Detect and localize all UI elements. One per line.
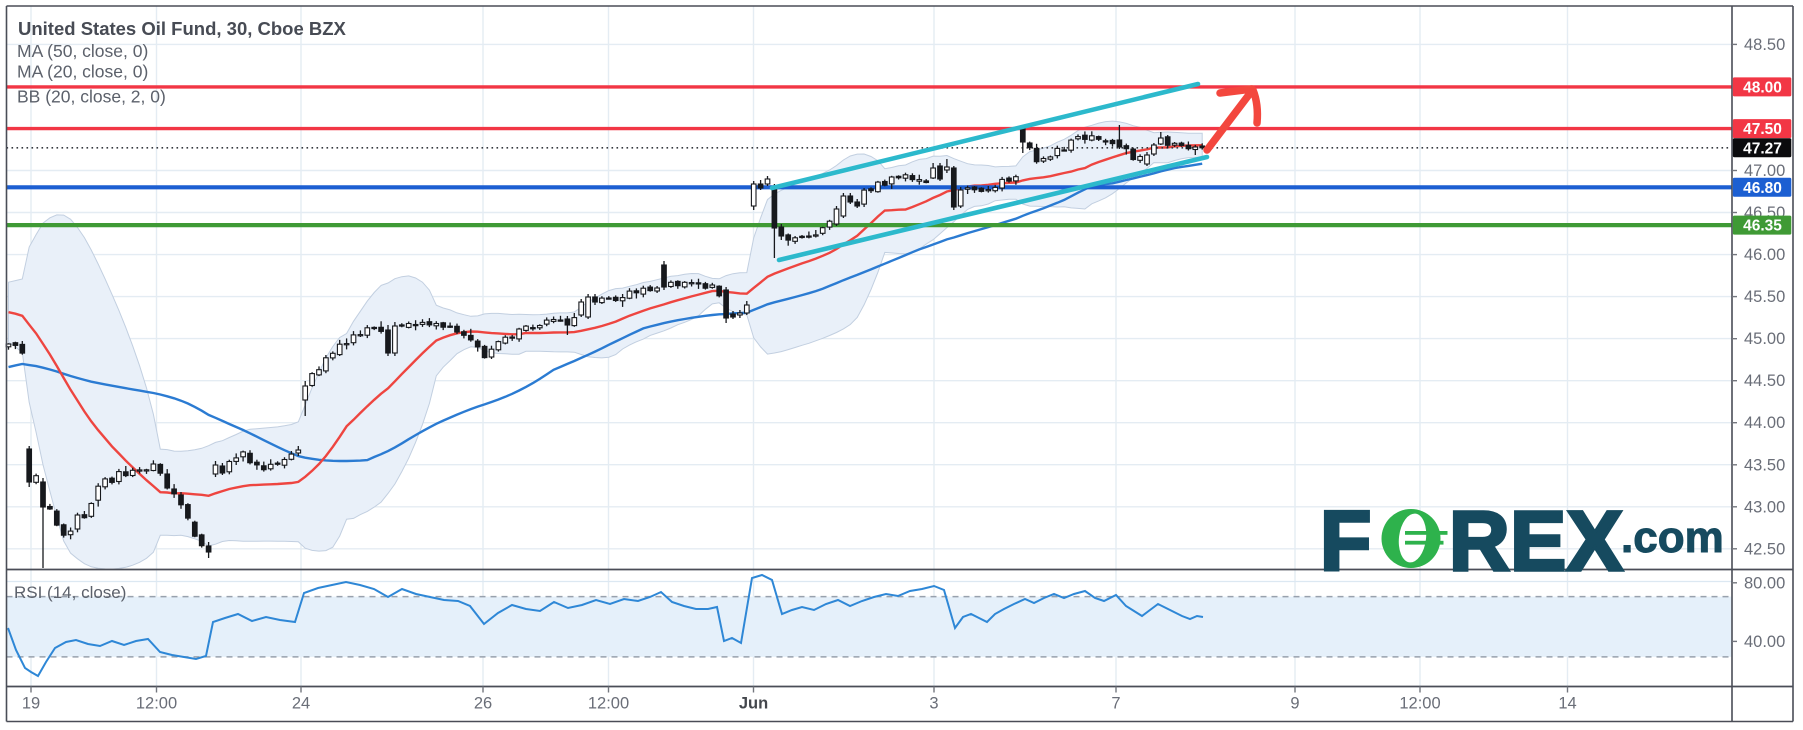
svg-text:45.50: 45.50 [1744, 288, 1785, 306]
svg-text:43.50: 43.50 [1744, 456, 1785, 474]
svg-text:48.50: 48.50 [1744, 36, 1785, 54]
svg-text:46.35: 46.35 [1743, 218, 1782, 235]
svg-text:BB (20, close, 2, 0): BB (20, close, 2, 0) [17, 87, 166, 107]
svg-text:United States Oil Fund, 30, Cb: United States Oil Fund, 30, Cboe BZX [18, 18, 347, 39]
svg-text:44.50: 44.50 [1744, 372, 1785, 390]
svg-text:48.00: 48.00 [1743, 79, 1782, 96]
svg-text:40.00: 40.00 [1744, 633, 1785, 651]
svg-text:46.80: 46.80 [1743, 180, 1782, 197]
svg-text:12:00: 12:00 [588, 695, 629, 713]
svg-text:42.50: 42.50 [1744, 540, 1785, 558]
svg-text:47.00: 47.00 [1744, 162, 1785, 180]
svg-text:24: 24 [292, 695, 310, 713]
svg-text:47.50: 47.50 [1743, 121, 1782, 138]
svg-text:14: 14 [1558, 695, 1576, 713]
svg-text:Jun: Jun [739, 695, 768, 713]
svg-text:.com: .com [1621, 513, 1724, 562]
svg-text:REX: REX [1449, 494, 1623, 588]
svg-text:43.00: 43.00 [1744, 498, 1785, 516]
svg-text:MA (20, close, 0): MA (20, close, 0) [17, 62, 148, 82]
svg-text:47.27: 47.27 [1743, 140, 1782, 157]
svg-text:26: 26 [474, 695, 492, 713]
svg-text:80.00: 80.00 [1744, 574, 1785, 592]
svg-text:12:00: 12:00 [136, 695, 177, 713]
svg-text:MA (50, close, 0): MA (50, close, 0) [17, 41, 148, 61]
svg-text:7: 7 [1111, 695, 1120, 713]
svg-text:RSI (14, close): RSI (14, close) [14, 583, 126, 602]
svg-text:46.00: 46.00 [1744, 246, 1785, 264]
svg-text:F: F [1320, 494, 1371, 588]
svg-text:9: 9 [1290, 695, 1299, 713]
svg-text:3: 3 [929, 695, 938, 713]
svg-text:45.00: 45.00 [1744, 330, 1785, 348]
svg-text:44.00: 44.00 [1744, 414, 1785, 432]
svg-text:19: 19 [22, 695, 40, 713]
svg-text:12:00: 12:00 [1399, 695, 1440, 713]
